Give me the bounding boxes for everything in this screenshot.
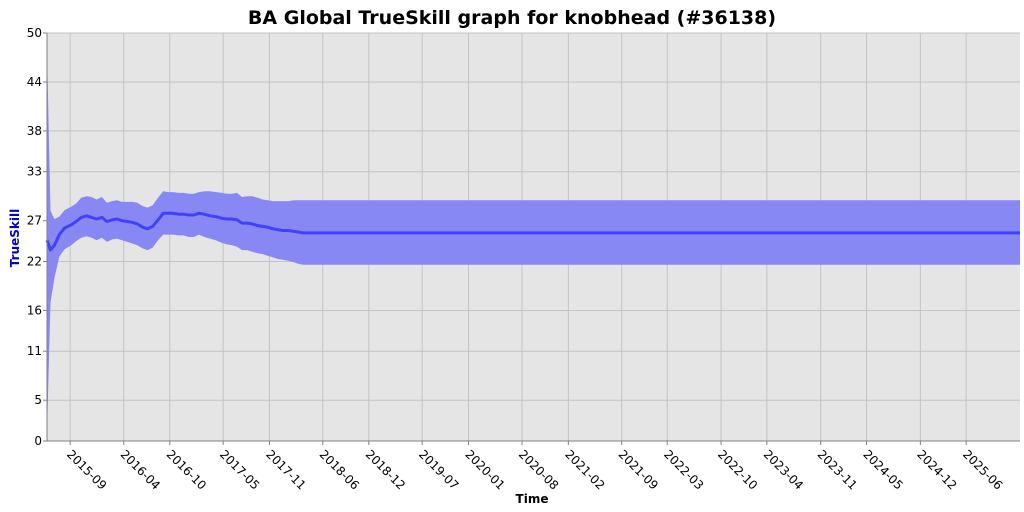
x-tick-label: 2018-06 — [317, 447, 362, 492]
y-tick-label: 27 — [27, 214, 42, 228]
x-tick-label: 2022-10 — [715, 447, 760, 492]
y-axis-label: TrueSkill — [8, 209, 22, 267]
y-tick-label: 33 — [27, 165, 42, 179]
x-tick-label: 2017-05 — [217, 447, 262, 492]
x-tick-label: 2018-12 — [363, 447, 408, 492]
x-tick-label: 2023-11 — [815, 447, 860, 492]
x-tick-label: 2022-03 — [661, 447, 706, 492]
y-tick-label: 50 — [27, 26, 42, 40]
data-layer — [45, 49, 1020, 433]
y-tick-label: 11 — [27, 344, 42, 358]
x-tick-label: 2025-06 — [960, 447, 1005, 492]
x-tick-label: 2023-04 — [761, 447, 806, 492]
y-tick-label: 22 — [27, 254, 42, 268]
x-axis-ticks: 2015-09 2016-04 2016-10 2017-05 2017-11 2018-… — [64, 441, 1005, 493]
x-tick-label: 2020-01 — [462, 447, 507, 492]
trueskill-line — [45, 211, 1020, 252]
uncertainty-band — [47, 49, 1020, 433]
y-tick-label: 0 — [34, 434, 42, 448]
x-tick-label: 2017-11 — [263, 447, 308, 492]
y-tick-label: 38 — [27, 124, 42, 138]
y-axis-ticks: 0 5 11 16 22 27 33 38 44 50 — [27, 26, 47, 448]
y-tick-label: 5 — [34, 393, 42, 407]
x-axis-label: Time — [516, 492, 549, 506]
x-tick-label: 2021-09 — [616, 447, 661, 492]
y-tick-label: 44 — [27, 75, 42, 89]
x-tick-label: 2024-05 — [860, 447, 905, 492]
x-tick-label: 2016-04 — [118, 447, 163, 492]
x-tick-label: 2019-07 — [416, 447, 461, 492]
y-tick-label: 16 — [27, 303, 42, 317]
x-tick-label: 2021-02 — [562, 447, 607, 492]
x-tick-label: 2024-12 — [914, 447, 959, 492]
chart-title: BA Global TrueSkill graph for knobhead (… — [248, 7, 776, 29]
x-tick-label: 2016-10 — [164, 447, 209, 492]
x-tick-label: 2020-08 — [516, 447, 561, 492]
x-tick-label: 2015-09 — [64, 447, 109, 492]
